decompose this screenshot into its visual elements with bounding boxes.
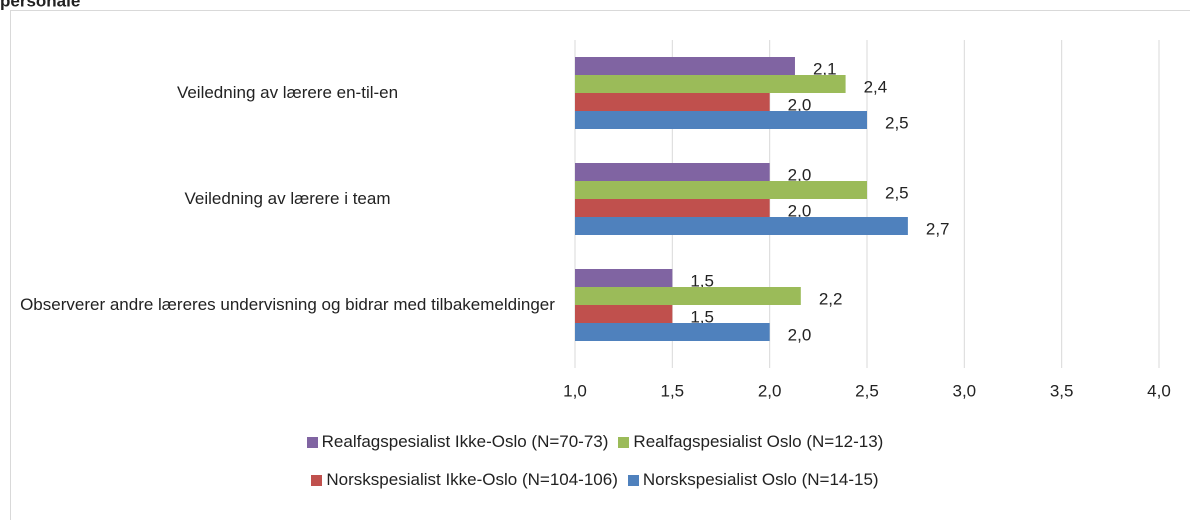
- x-tick-label: 2,0: [758, 381, 782, 400]
- value-label: 2,4: [864, 77, 888, 96]
- bar: [575, 57, 795, 75]
- bar: [575, 287, 801, 305]
- legend-swatch: [627, 474, 639, 486]
- value-label: 1,5: [690, 271, 714, 290]
- legend-swatch: [618, 436, 630, 448]
- x-tick-label: 4,0: [1147, 381, 1171, 400]
- bar: [575, 199, 770, 217]
- bar: [575, 163, 770, 181]
- bar: [575, 269, 673, 287]
- legend-item: Norskspesialist Oslo (N=14-15): [627, 470, 879, 490]
- value-label: 2,0: [788, 325, 812, 344]
- x-tick-label: 1,0: [563, 381, 587, 400]
- category-label: Veiledning av lærere i team: [184, 189, 391, 208]
- category-label: Veiledning av lærere en-til-en: [176, 83, 399, 102]
- legend-label: Realfagspesialist Oslo (N=12-13): [633, 432, 884, 451]
- value-label: 2,0: [788, 201, 812, 220]
- legend-swatch: [311, 474, 323, 486]
- bar: [575, 323, 770, 341]
- x-tick-label: 1,5: [661, 381, 685, 400]
- bar: [575, 75, 846, 93]
- value-label: 2,0: [788, 165, 812, 184]
- legend-item: Realfagspesialist Ikke-Oslo (N=70-73): [306, 432, 609, 452]
- bar: [575, 305, 673, 323]
- legend-row: Norskspesialist Ikke-Oslo (N=104-106) Nor…: [0, 470, 1190, 490]
- value-label: 2,7: [926, 219, 950, 238]
- legend-row: Realfagspesialist Ikke-Oslo (N=70-73) Rea…: [0, 432, 1190, 452]
- bar: [575, 93, 770, 111]
- x-tick-label: 3,0: [953, 381, 977, 400]
- x-tick-label: 3,5: [1050, 381, 1074, 400]
- legend-label: Norskspesialist Ikke-Oslo (N=104-106): [326, 470, 618, 489]
- value-label: 1,5: [690, 307, 714, 326]
- chart-title: personale: [0, 0, 80, 10]
- legend-label: Norskspesialist Oslo (N=14-15): [642, 470, 879, 489]
- chart-border: [10, 10, 1190, 520]
- legend-label: Realfagspesialist Ikke-Oslo (N=70-73): [321, 432, 609, 451]
- value-label: 2,1: [813, 59, 837, 78]
- bar: [575, 181, 867, 199]
- legend-item: Norskspesialist Ikke-Oslo (N=104-106): [311, 470, 618, 490]
- value-label: 2,5: [885, 183, 909, 202]
- value-label: 2,5: [885, 113, 909, 132]
- value-label: 2,2: [819, 289, 843, 308]
- category-label: Observerer andre læreres undervisning og…: [20, 295, 555, 314]
- legend-item: Realfagspesialist Oslo (N=12-13): [618, 432, 883, 452]
- value-label: 2,0: [788, 95, 812, 114]
- x-tick-label: 2,5: [855, 381, 879, 400]
- bar: [575, 111, 867, 129]
- bar: [575, 217, 908, 235]
- legend-swatch: [306, 436, 318, 448]
